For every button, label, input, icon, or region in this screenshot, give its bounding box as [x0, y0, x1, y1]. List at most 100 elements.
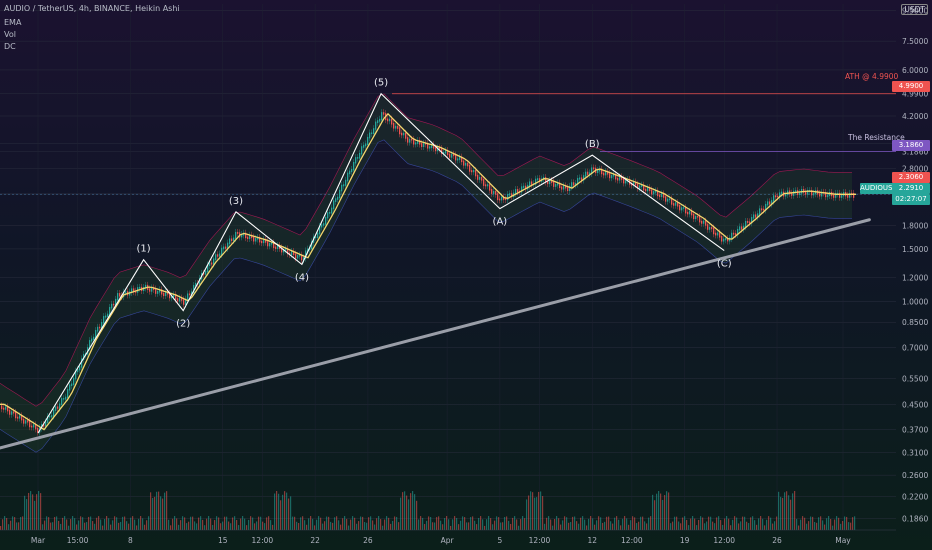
candle: [505, 198, 507, 201]
candle: [499, 198, 501, 201]
volume-bar: [124, 516, 126, 530]
volume-bar: [592, 518, 594, 530]
volume-bar: [378, 516, 380, 530]
price-tick-label: 3.1860: [902, 148, 928, 157]
volume-bar: [104, 518, 106, 530]
candle: [479, 176, 481, 180]
time-tick-label: 12:00: [529, 536, 551, 545]
candle: [441, 148, 443, 154]
candle: [477, 174, 479, 180]
candle: [43, 424, 45, 427]
candle: [99, 326, 101, 329]
volume-bar: [622, 518, 624, 530]
candle: [647, 187, 649, 192]
candle: [745, 220, 747, 228]
candle: [67, 389, 69, 399]
volume-bar: [14, 517, 16, 530]
volume-bar: [6, 518, 8, 530]
volume-bar: [654, 500, 656, 530]
volume-bar: [814, 521, 816, 530]
candle: [297, 255, 299, 259]
candle: [71, 383, 73, 386]
volume-bar: [266, 517, 268, 530]
candle: [113, 303, 115, 306]
volume-bar: [506, 516, 508, 530]
candle: [405, 132, 407, 139]
volume-bar: [28, 492, 30, 530]
candle: [583, 175, 585, 181]
candle: [439, 147, 441, 150]
candle: [565, 185, 567, 189]
candle: [359, 152, 361, 159]
candle: [361, 146, 363, 155]
candle: [329, 211, 331, 214]
volume-bar: [302, 516, 304, 530]
price-tick-label: 1.8000: [902, 221, 928, 230]
candle: [461, 156, 463, 163]
volume-bar: [670, 523, 672, 530]
volume-bar: [764, 525, 766, 530]
candle: [159, 289, 161, 293]
volume-bar: [640, 516, 642, 530]
volume-bar: [822, 520, 824, 530]
volume-bar: [518, 525, 520, 530]
volume-bar: [370, 516, 372, 530]
volume-bar: [758, 518, 760, 530]
volume-bar: [454, 516, 456, 530]
candle: [711, 227, 713, 230]
volume-bar: [772, 523, 774, 530]
candle: [93, 336, 95, 341]
candle: [419, 140, 421, 145]
candle: [29, 420, 31, 428]
candle: [323, 223, 325, 226]
time-axis[interactable]: Mar 15:00 8 15 12:00 22 26 Apr 5 12:00 12 12:00 19 12…: [0, 529, 896, 545]
candle: [791, 192, 793, 196]
resistance-price-tag: 3.1860: [892, 140, 930, 151]
volume-bar: [634, 517, 636, 530]
volume-bar: [736, 517, 738, 530]
volume-bar: [272, 524, 274, 530]
volume-bar: [58, 520, 60, 530]
candle: [107, 313, 109, 318]
currency-button[interactable]: USDT: [901, 4, 928, 15]
candle: [63, 398, 65, 400]
candle: [349, 170, 351, 175]
volume-bar: [450, 525, 452, 530]
candle: [609, 173, 611, 179]
candle: [755, 214, 757, 218]
indicator-vol[interactable]: Vol: [4, 30, 16, 39]
candle: [749, 221, 751, 224]
volume-bar: [188, 521, 190, 530]
candle: [821, 191, 823, 197]
volume-bar: [646, 523, 648, 530]
volume-bar: [442, 524, 444, 530]
candle: [421, 143, 423, 147]
volume-bar: [606, 516, 608, 530]
volume-bar: [394, 516, 396, 530]
volume-bar: [554, 518, 556, 530]
volume-bar: [586, 525, 588, 530]
indicator-dc[interactable]: DC: [4, 42, 16, 51]
candle: [97, 326, 99, 332]
volume-bar: [40, 493, 42, 530]
candle: [671, 198, 673, 205]
candle: [91, 338, 93, 342]
candle: [95, 330, 97, 339]
volume-bar: [172, 518, 174, 530]
candle: [517, 189, 519, 193]
candle: [23, 418, 25, 424]
volume-bar: [544, 523, 546, 530]
candle: [807, 190, 809, 195]
volume-bar: [134, 519, 136, 530]
volume-bar: [726, 516, 728, 530]
volume-bar: [256, 521, 258, 530]
volume-bar: [240, 518, 242, 530]
volume-bar: [628, 524, 630, 530]
volume-bar: [234, 516, 236, 530]
volume-bar: [594, 524, 596, 530]
volume-bar: [286, 492, 288, 530]
indicator-ema[interactable]: EMA: [4, 18, 22, 27]
volume-bar: [466, 522, 468, 530]
volume-bar: [536, 497, 538, 530]
